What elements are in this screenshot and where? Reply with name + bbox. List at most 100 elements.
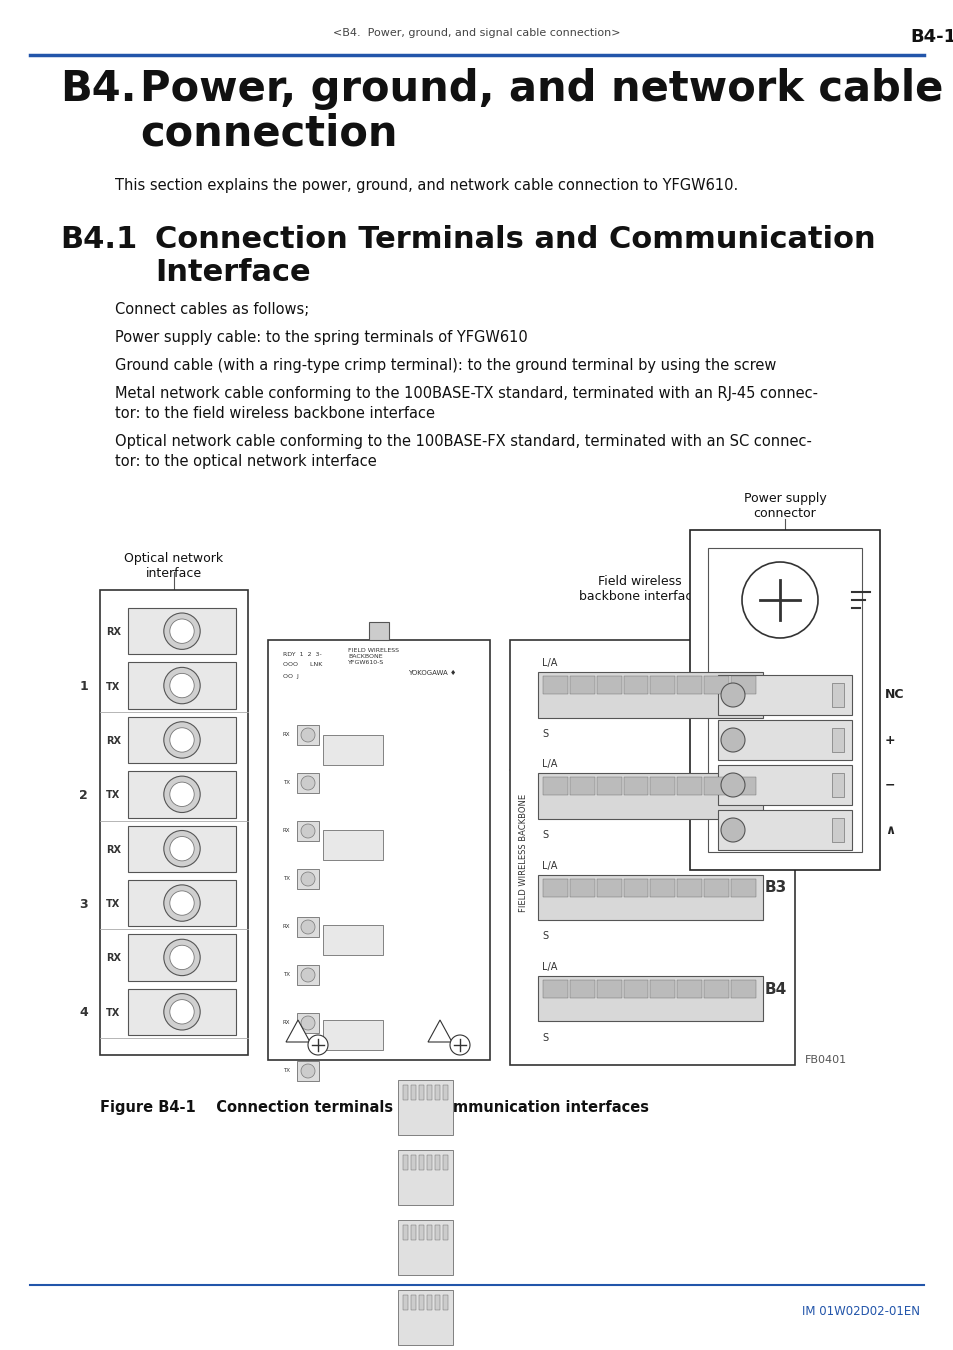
Bar bbox=[128, 663, 235, 709]
Bar bbox=[707, 548, 862, 852]
Bar bbox=[442, 1295, 448, 1309]
Circle shape bbox=[164, 830, 200, 867]
Bar bbox=[677, 778, 701, 795]
Bar bbox=[677, 676, 701, 694]
Bar bbox=[703, 980, 728, 998]
Text: RX: RX bbox=[106, 953, 121, 964]
Text: L/A: L/A bbox=[541, 759, 557, 769]
Text: B4.: B4. bbox=[60, 68, 136, 109]
Text: Power supply
connector: Power supply connector bbox=[742, 491, 825, 520]
Circle shape bbox=[301, 968, 314, 981]
Bar bbox=[718, 810, 851, 850]
Bar bbox=[677, 980, 701, 998]
Bar bbox=[128, 717, 235, 763]
Text: S: S bbox=[541, 1033, 548, 1042]
Bar bbox=[703, 676, 728, 694]
Bar bbox=[427, 1156, 432, 1170]
Bar bbox=[623, 980, 648, 998]
Text: +: + bbox=[884, 733, 895, 747]
Text: LA
B4: LA B4 bbox=[350, 1030, 355, 1041]
Text: L/A: L/A bbox=[541, 860, 557, 871]
Bar bbox=[831, 774, 843, 796]
Text: FB0401: FB0401 bbox=[804, 1054, 846, 1065]
Bar bbox=[623, 778, 648, 795]
Bar bbox=[730, 778, 755, 795]
Text: LA
B1: LA B1 bbox=[350, 745, 355, 756]
Bar bbox=[411, 1085, 416, 1100]
Bar bbox=[296, 725, 318, 745]
Bar bbox=[100, 590, 248, 1054]
Text: Interface: Interface bbox=[154, 258, 311, 288]
Circle shape bbox=[301, 872, 314, 886]
Bar bbox=[296, 1012, 318, 1033]
Circle shape bbox=[301, 1017, 314, 1030]
Bar bbox=[435, 1295, 439, 1309]
Bar bbox=[831, 683, 843, 707]
Text: TX: TX bbox=[283, 972, 290, 977]
Text: OOO      LNK: OOO LNK bbox=[283, 662, 322, 667]
Circle shape bbox=[720, 818, 744, 842]
Text: ∧: ∧ bbox=[884, 824, 894, 837]
Bar bbox=[128, 880, 235, 926]
Bar bbox=[128, 934, 235, 980]
Circle shape bbox=[308, 1035, 328, 1054]
Text: TX: TX bbox=[106, 790, 120, 801]
Circle shape bbox=[164, 776, 200, 813]
Text: Metal network cable conforming to the 100BASE-TX standard, terminated with an RJ: Metal network cable conforming to the 10… bbox=[115, 386, 817, 401]
Circle shape bbox=[164, 722, 200, 759]
Text: L/A: L/A bbox=[541, 657, 557, 668]
Text: RDY  1  2  3-: RDY 1 2 3- bbox=[283, 652, 321, 657]
Bar bbox=[418, 1156, 423, 1170]
Text: RX: RX bbox=[283, 925, 291, 930]
Text: S: S bbox=[541, 729, 548, 738]
Text: tor: to the optical network interface: tor: to the optical network interface bbox=[115, 454, 376, 468]
Bar bbox=[569, 879, 594, 896]
Text: Power supply cable: to the spring terminals of YFGW610: Power supply cable: to the spring termin… bbox=[115, 329, 527, 346]
Bar bbox=[323, 734, 382, 765]
Bar bbox=[537, 875, 762, 921]
Bar bbox=[402, 1295, 408, 1309]
Circle shape bbox=[301, 1064, 314, 1079]
Text: <B4.  Power, ground, and signal cable connection>: <B4. Power, ground, and signal cable con… bbox=[333, 28, 620, 38]
Text: B4-1: B4-1 bbox=[909, 28, 953, 46]
Bar bbox=[703, 778, 728, 795]
Bar bbox=[542, 778, 567, 795]
Bar bbox=[537, 774, 762, 819]
Bar bbox=[411, 1295, 416, 1309]
Bar bbox=[718, 720, 851, 760]
Text: FIELD WIRELESS
BACKBONE
YFGW610-S: FIELD WIRELESS BACKBONE YFGW610-S bbox=[348, 648, 398, 664]
Text: LA
B3: LA B3 bbox=[350, 934, 355, 945]
Bar bbox=[650, 980, 675, 998]
Text: NC: NC bbox=[884, 688, 903, 702]
Circle shape bbox=[170, 620, 194, 644]
Text: !: ! bbox=[296, 1029, 299, 1035]
Bar bbox=[418, 1085, 423, 1100]
Bar bbox=[542, 879, 567, 896]
Bar bbox=[718, 765, 851, 805]
Text: TX: TX bbox=[283, 876, 290, 882]
Bar bbox=[435, 1085, 439, 1100]
Circle shape bbox=[164, 884, 200, 921]
Text: RX: RX bbox=[283, 1021, 291, 1026]
Bar bbox=[537, 976, 762, 1022]
Text: Power, ground, and network cable: Power, ground, and network cable bbox=[140, 68, 943, 109]
Bar bbox=[730, 879, 755, 896]
Text: This section explains the power, ground, and network cable connection to YFGW610: This section explains the power, ground,… bbox=[115, 178, 738, 193]
Bar bbox=[442, 1224, 448, 1241]
Bar bbox=[411, 1224, 416, 1241]
Text: B4.1: B4.1 bbox=[60, 225, 137, 254]
Bar bbox=[435, 1224, 439, 1241]
Bar bbox=[510, 640, 794, 1065]
Text: RX: RX bbox=[106, 736, 121, 747]
Circle shape bbox=[170, 945, 194, 969]
Bar bbox=[323, 830, 382, 860]
Text: connection: connection bbox=[140, 112, 397, 154]
Circle shape bbox=[450, 1035, 470, 1054]
Bar bbox=[128, 608, 235, 655]
Text: B1: B1 bbox=[764, 678, 786, 693]
Bar bbox=[296, 821, 318, 841]
Circle shape bbox=[301, 824, 314, 838]
Text: B2: B2 bbox=[763, 779, 786, 794]
Circle shape bbox=[720, 683, 744, 707]
Text: 4: 4 bbox=[79, 1006, 88, 1019]
